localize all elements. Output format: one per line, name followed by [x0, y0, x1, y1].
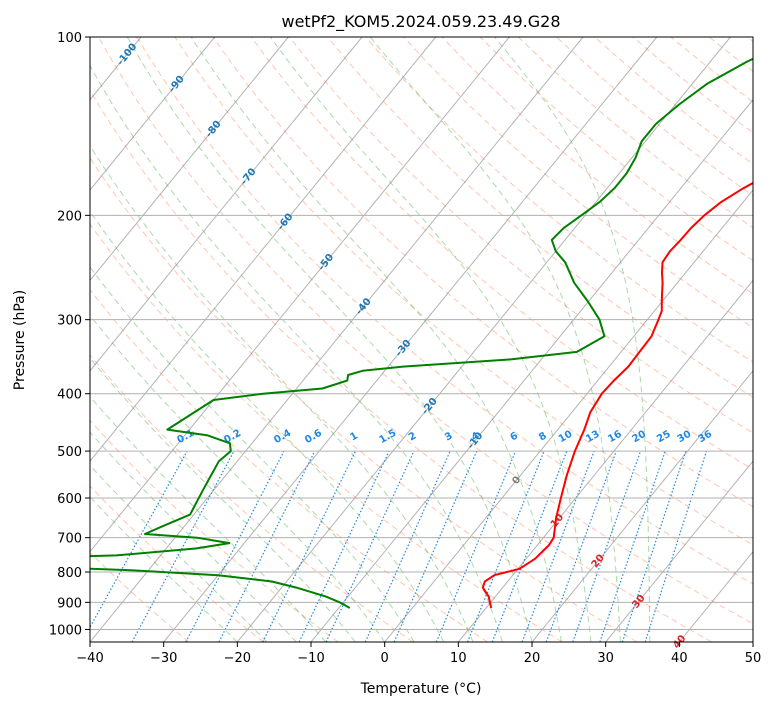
x-tick-label: 50 — [745, 651, 762, 666]
moist-adiabat — [90, 64, 503, 642]
dry-adiabat — [250, 37, 753, 471]
y-tick-label: 700 — [57, 532, 82, 547]
temperature-profile — [481, 181, 753, 609]
y-tick-label: 900 — [57, 596, 82, 611]
isotherm — [90, 37, 584, 642]
isotherm — [90, 37, 216, 191]
isotherm — [310, 98, 753, 642]
y-axis-label: Pressure (hPa) — [12, 290, 28, 390]
dry-adiabat — [441, 37, 753, 295]
dry-adiabat — [90, 223, 563, 642]
x-tick-label: 30 — [597, 651, 614, 666]
dry-adiabat — [136, 37, 753, 585]
y-tick-label: 400 — [57, 388, 82, 403]
chart-title: wetPf2_KOM5.2024.059.23.49.G28 — [281, 12, 560, 32]
dry-adiabat — [212, 37, 753, 508]
mixing-ratio-line — [545, 450, 617, 642]
mixing-ratio-line — [185, 450, 285, 642]
y-tick-label: 500 — [57, 445, 82, 460]
isotherm — [531, 370, 753, 642]
y-tick-label: 800 — [57, 566, 82, 581]
dry-adiabat — [90, 157, 638, 642]
mixing-ratio-line — [131, 450, 235, 642]
moist-adiabat — [90, 210, 445, 642]
moist-adiabat — [269, 37, 592, 642]
y-tick-label: 1000 — [49, 623, 82, 638]
y-tick-label: 300 — [57, 314, 82, 329]
isotherm — [90, 37, 437, 463]
dry-adiabat — [90, 288, 488, 642]
x-tick-label: −20 — [224, 651, 251, 666]
mixing-ratio-label: 1 — [348, 430, 360, 443]
isotherm — [605, 460, 753, 642]
moist-adiabat — [494, 37, 651, 642]
dewpoint-profile — [90, 57, 753, 609]
mixing-ratio-line — [491, 450, 568, 642]
dry-adiabat — [90, 551, 190, 642]
y-axis: 100 200 300 400 500 600 700 800 900 1000 — [49, 31, 90, 638]
x-axis-label: Temperature (°C) — [360, 681, 482, 697]
dry-adiabat — [90, 485, 264, 642]
moist-adiabat — [90, 464, 268, 642]
mixing-ratio-line — [218, 450, 316, 642]
mixing-ratio-line — [298, 450, 390, 642]
x-tick-label: 20 — [524, 651, 541, 666]
profile-lines — [90, 57, 753, 609]
x-tick-label: 0 — [381, 651, 389, 666]
plot-frame — [89, 36, 754, 643]
dry-adiabat — [98, 37, 753, 625]
mixing-ratio-label: 2 — [407, 430, 419, 443]
isotherm — [163, 37, 658, 642]
moist-adiabat — [90, 144, 474, 642]
moist-adiabat — [190, 37, 562, 642]
x-tick-label: −30 — [150, 651, 177, 666]
mixing-ratio-line — [572, 450, 642, 642]
x-tick-label: −10 — [297, 651, 324, 666]
moist-adiabat — [90, 357, 356, 642]
mixing-ratio-label: 8 — [537, 430, 549, 443]
mixing-ratio-line — [466, 450, 545, 642]
x-tick-label: 40 — [671, 651, 688, 666]
mixing-ratio-line — [521, 450, 595, 642]
isotherm — [236, 37, 731, 642]
x-axis: −40 −30 −20 −10 0 10 20 30 40 50 — [76, 642, 761, 666]
mixing-ratio-label: 3 — [443, 430, 455, 443]
moist-adiabat — [90, 496, 238, 642]
isotherm — [90, 37, 363, 372]
isotherm — [457, 279, 753, 642]
isotherm — [90, 37, 510, 553]
dry-adiabat — [90, 419, 339, 642]
mixing-ratio-label: 6 — [509, 430, 521, 443]
background-lines — [90, 37, 753, 642]
y-tick-label: 200 — [57, 209, 82, 224]
mixing-ratio-line — [90, 450, 188, 629]
moist-adiabat — [90, 266, 415, 642]
isotherm — [384, 189, 753, 642]
isotherm — [90, 37, 289, 282]
x-tick-label: 10 — [450, 651, 467, 666]
mixing-ratio-line — [435, 450, 517, 642]
moist-adiabat — [90, 314, 386, 642]
mixing-ratio-line — [325, 450, 415, 642]
y-tick-label: 600 — [57, 492, 82, 507]
mixing-ratio-label: 4 — [470, 430, 482, 443]
mixing-ratio-line — [262, 450, 356, 642]
dry-adiabat — [289, 37, 753, 434]
y-tick-label: 100 — [57, 31, 82, 46]
moist-adiabat — [126, 37, 533, 642]
x-tick-label: −40 — [76, 651, 103, 666]
moist-adiabat — [369, 37, 621, 642]
mixing-ratio-line — [599, 450, 666, 642]
